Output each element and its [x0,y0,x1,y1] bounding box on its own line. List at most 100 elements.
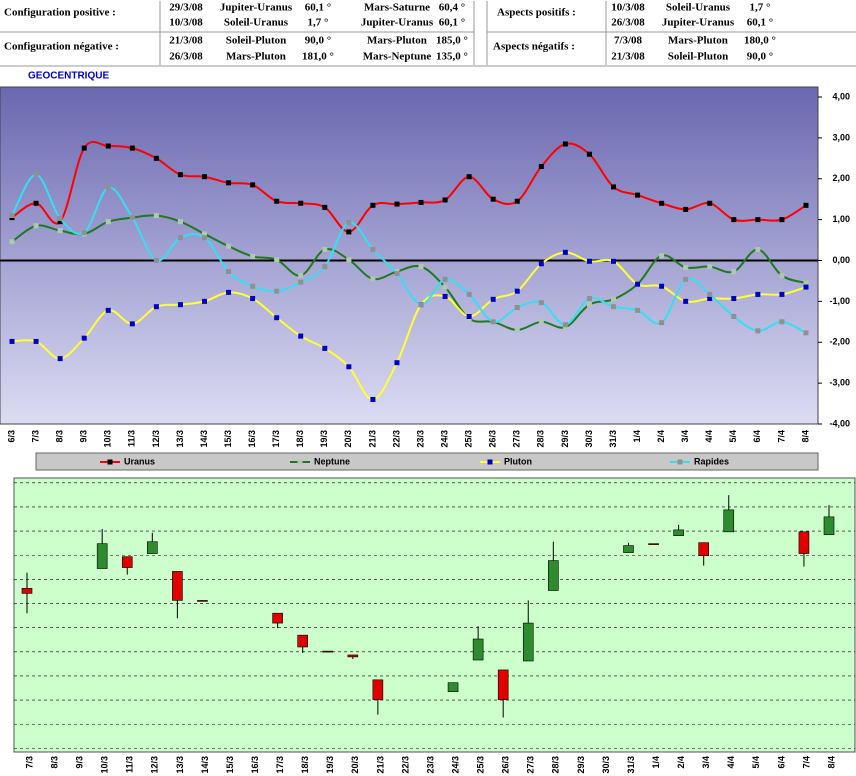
point-marker [707,296,713,302]
table-cell: 10/3/08 [611,2,645,14]
table-cell: 90,0 ° [747,51,773,63]
x-tick-label: 11/3 [125,756,135,773]
point-marker [370,396,376,402]
x-tick-label: 24/3 [450,756,460,774]
x-tick-label: 1/4 [651,756,661,769]
point-marker [177,172,183,178]
legend-label: Uranus [124,456,155,466]
x-tick-label: 8/4 [826,756,836,769]
x-tick-label: 21/3 [375,756,385,774]
point-marker [298,279,304,285]
point-marker [803,280,809,286]
plot-area [13,477,856,753]
point-marker [177,235,183,241]
x-tick-label: 6/4 [776,756,786,769]
point-marker [466,291,472,297]
y-tick-label: 3,00 [832,132,850,142]
point-marker [105,219,111,225]
candle-body [272,612,283,624]
y-tick-label: -2,00 [829,337,850,347]
candle-body [522,622,534,662]
point-marker [33,223,39,229]
point-marker [33,338,39,344]
point-marker [779,217,785,223]
point-marker [683,276,689,282]
table-cell: 21/3/08 [611,51,645,63]
x-tick-label: 30/3 [601,756,611,774]
candle-body [96,543,108,569]
x-tick-label: 26/3 [488,430,498,448]
point-marker [9,338,15,344]
x-tick-label: 4/4 [704,430,714,443]
point-marker [490,196,496,202]
point-marker [683,264,689,270]
candle-body [673,529,684,536]
point-marker [322,246,328,252]
x-tick-label: 7/4 [801,756,811,769]
point-marker [586,302,592,308]
x-tick-label: 3/4 [680,430,690,443]
x-tick-label: 9/3 [75,756,85,769]
point-marker [755,328,761,334]
candle-body [648,543,659,545]
point-marker [659,320,665,326]
point-marker [683,298,689,304]
point-marker [779,291,785,297]
table-cell: 60,1 ° [439,17,465,29]
point-marker [322,345,328,351]
x-tick-label: 7/3 [24,756,34,769]
x-tick-label: 27/3 [512,430,522,448]
point-marker [755,246,761,252]
point-marker [442,197,448,203]
point-marker [731,269,737,275]
point-marker [803,330,809,336]
point-marker [731,296,737,302]
x-tick-label: 8/3 [49,756,59,769]
y-tick-label: 2,00 [832,173,850,183]
table-cell: 60,1 ° [305,2,331,14]
legend-label: Neptune [314,456,350,466]
x-tick-label: 8/3 [55,430,65,443]
x-tick-label: 31/3 [608,430,618,448]
candle-body [472,638,484,661]
y-tick-label: 4,00 [832,91,850,101]
x-tick-label: 22/3 [400,756,410,774]
table-cell: Mars-Saturne [364,2,430,14]
table-cell: Mars-Neptune [363,51,432,63]
candle-body [347,654,359,658]
point-marker [586,296,592,302]
point-marker [538,300,544,306]
x-tick-label: 14/3 [200,756,210,774]
x-tick-label: 28/3 [551,756,561,774]
point-marker [370,276,376,282]
point-marker [105,185,111,191]
point-marker [346,257,352,263]
x-tick-label: 12/3 [150,756,160,774]
table-cell: Soleil-Pluton [226,35,287,47]
table-cell: 181,0 ° [302,51,334,63]
x-tick-label: 4/4 [726,756,736,769]
candle-body [147,541,158,554]
x-tick-label: 19/3 [325,756,335,774]
point-marker [779,319,785,325]
point-marker [274,257,280,263]
point-marker [418,264,424,270]
point-marker [418,302,424,308]
x-tick-label: 31/3 [626,756,636,774]
point-marker [659,283,665,289]
x-tick-label: 20/3 [343,430,353,448]
table-cell: 21/3/08 [169,35,203,47]
point-marker [755,291,761,297]
candle-body [723,509,735,533]
table-cell: 7/3/08 [614,35,643,47]
point-marker [586,151,592,157]
point-marker [298,200,304,206]
x-tick-label: 25/3 [464,430,474,448]
point-marker [586,258,592,264]
table-cell: Mars-Pluton [668,35,728,47]
point-marker [346,229,352,235]
point-marker [562,322,568,328]
point-marker [322,264,328,270]
candle-body [372,679,384,700]
